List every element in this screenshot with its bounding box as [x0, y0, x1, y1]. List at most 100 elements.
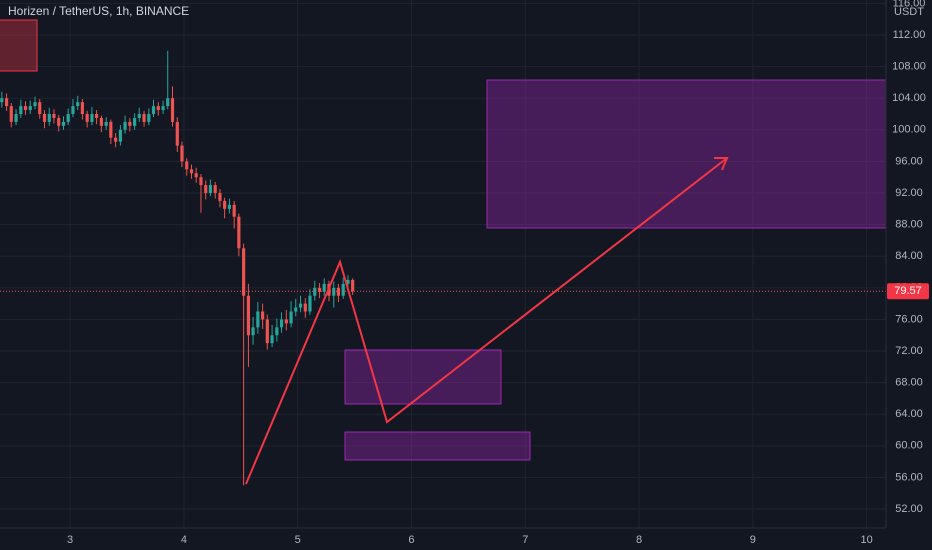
- drawings: [0, 19, 887, 485]
- candle-body: [133, 117, 137, 126]
- y-tick-label: 68.00: [895, 377, 923, 389]
- y-tick-label: 96.00: [895, 155, 923, 167]
- y-tick-label: 72.00: [895, 345, 923, 357]
- candle-body: [208, 185, 213, 194]
- y-tick-label: 92.00: [895, 187, 923, 199]
- x-tick-label: 5: [295, 534, 301, 546]
- candle-body: [251, 327, 255, 336]
- candle-body: [227, 204, 232, 209]
- candle-body: [218, 193, 222, 201]
- last-price-label: 79.57: [894, 285, 922, 297]
- candle-body: [289, 311, 293, 324]
- candle-body: [232, 204, 236, 217]
- y-tick-label: 100.00: [892, 124, 926, 136]
- candle-body: [14, 114, 18, 122]
- candle-body: [156, 106, 160, 111]
- candle-body: [199, 177, 203, 186]
- chart-title: Horizen / TetherUS, 1h, BINANCE: [8, 4, 189, 18]
- target-zone: [486, 79, 887, 229]
- y-tick-label: 116.00: [893, 0, 926, 9]
- candle-body: [170, 98, 175, 122]
- candle-body: [194, 173, 198, 178]
- candle-body: [351, 279, 355, 292]
- y-tick-label: 56.00: [895, 471, 923, 483]
- candle-body: [261, 311, 265, 320]
- y-tick-label: 64.00: [895, 408, 923, 420]
- candle-body: [99, 117, 103, 126]
- candle-body: [246, 295, 251, 336]
- candle-body: [341, 283, 345, 296]
- candle-body: [151, 106, 156, 115]
- x-tick-label: 6: [408, 534, 414, 546]
- y-tick-label: 88.00: [895, 219, 923, 231]
- candle-body: [180, 145, 184, 162]
- candle-body: [66, 114, 70, 122]
- candle-body: [23, 106, 28, 111]
- candle-body: [242, 248, 246, 296]
- candle-body: [19, 106, 23, 115]
- candle-body: [294, 307, 298, 312]
- candle-body: [90, 114, 94, 122]
- candle-body: [275, 327, 279, 336]
- candle-body: [189, 169, 194, 174]
- x-tick-label: 8: [636, 534, 642, 546]
- y-tick-label: 108.00: [892, 61, 926, 73]
- candle-body: [147, 114, 151, 122]
- candle-body: [332, 287, 336, 296]
- y-tick-label: 60.00: [895, 440, 923, 452]
- x-tick-label: 10: [861, 534, 873, 546]
- x-tick-label: 3: [67, 534, 73, 546]
- candles: [0, 50, 886, 486]
- candle-body: [166, 98, 170, 107]
- candle-body: [5, 98, 9, 107]
- candle-body: [270, 335, 274, 344]
- candle-body: [265, 319, 269, 344]
- candle-body: [223, 200, 227, 209]
- candle-body: [42, 114, 47, 122]
- candle-body: [123, 121, 127, 130]
- candle-body: [308, 295, 312, 312]
- y-tick-label: 112.00: [893, 29, 926, 41]
- candle-body: [28, 106, 32, 111]
- x-tick-label: 4: [181, 534, 187, 546]
- candle-body: [0, 98, 4, 103]
- candle-body: [71, 106, 75, 115]
- candle-body: [57, 117, 61, 126]
- candle-body: [284, 319, 288, 324]
- candle-body: [128, 121, 132, 126]
- candle-body: [33, 102, 37, 107]
- candle-body: [109, 121, 113, 138]
- candle-body: [9, 106, 13, 122]
- x-tick-label: 7: [522, 534, 528, 546]
- y-axis-label: USDT: [894, 6, 924, 18]
- candle-body: [237, 216, 241, 249]
- candle-body: [313, 287, 317, 296]
- y-tick-label: 104.00: [892, 92, 926, 104]
- candle-body: [47, 114, 51, 122]
- candle-body: [175, 121, 179, 146]
- x-tick-label: 9: [750, 534, 756, 546]
- candle-body: [76, 102, 80, 107]
- zone-box: [0, 19, 38, 72]
- candle-body: [137, 114, 141, 118]
- y-tick-label: 76.00: [895, 313, 923, 325]
- projection-line: [245, 157, 728, 485]
- candle-body: [279, 319, 284, 328]
- last-price-badge: [887, 283, 929, 300]
- candle-body: [336, 287, 341, 296]
- candle-body: [85, 114, 89, 122]
- candle-body: [303, 303, 307, 312]
- candle-body: [104, 121, 108, 126]
- candle-body: [185, 161, 189, 170]
- candle-body: [298, 303, 303, 308]
- candle-body: [95, 114, 99, 118]
- arrow-head: [714, 157, 729, 171]
- candle-body: [322, 283, 326, 292]
- candle-body: [256, 311, 260, 328]
- y-tick-label: 52.00: [895, 503, 923, 515]
- candle-body: [80, 102, 84, 115]
- candle-body: [142, 114, 146, 122]
- candle-body: [346, 279, 350, 284]
